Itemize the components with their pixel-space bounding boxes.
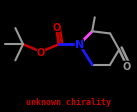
Text: O: O <box>123 61 131 71</box>
Text: N: N <box>75 40 84 50</box>
Text: O: O <box>37 47 45 57</box>
Text: unknown chirality: unknown chirality <box>26 97 111 106</box>
Text: O: O <box>52 23 60 33</box>
